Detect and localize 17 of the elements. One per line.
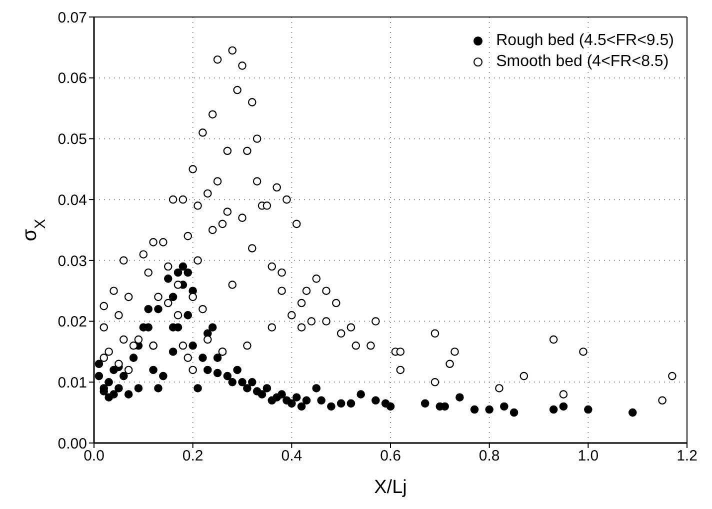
y-tick-label: 0.06 xyxy=(58,70,87,88)
y-tick-label: 0.01 xyxy=(58,374,87,392)
y-tick-label: 0.04 xyxy=(58,192,87,209)
legend-label: Rough bed (4.5<FR<9.5) xyxy=(496,31,674,51)
legend-label: Smooth bed (4<FR<8.5) xyxy=(496,52,669,72)
x-tick-label: 0.0 xyxy=(84,448,104,465)
y-tick-label: 0.03 xyxy=(58,252,87,270)
x-tick-label: 1.0 xyxy=(578,448,599,465)
x-tick-label: 1.2 xyxy=(676,448,698,465)
x-tick-label: 0.8 xyxy=(478,448,500,465)
x-tick-label: 0.6 xyxy=(380,448,401,465)
y-tick-label: 0.07 xyxy=(58,9,87,26)
x-axis-title: X/Lj xyxy=(374,477,407,498)
x-tick-label: 0.2 xyxy=(182,448,204,465)
y-tick-label: 0.05 xyxy=(58,131,87,148)
y-tick-label: 0.02 xyxy=(58,314,87,331)
x-tick-label: 0.4 xyxy=(281,448,302,465)
